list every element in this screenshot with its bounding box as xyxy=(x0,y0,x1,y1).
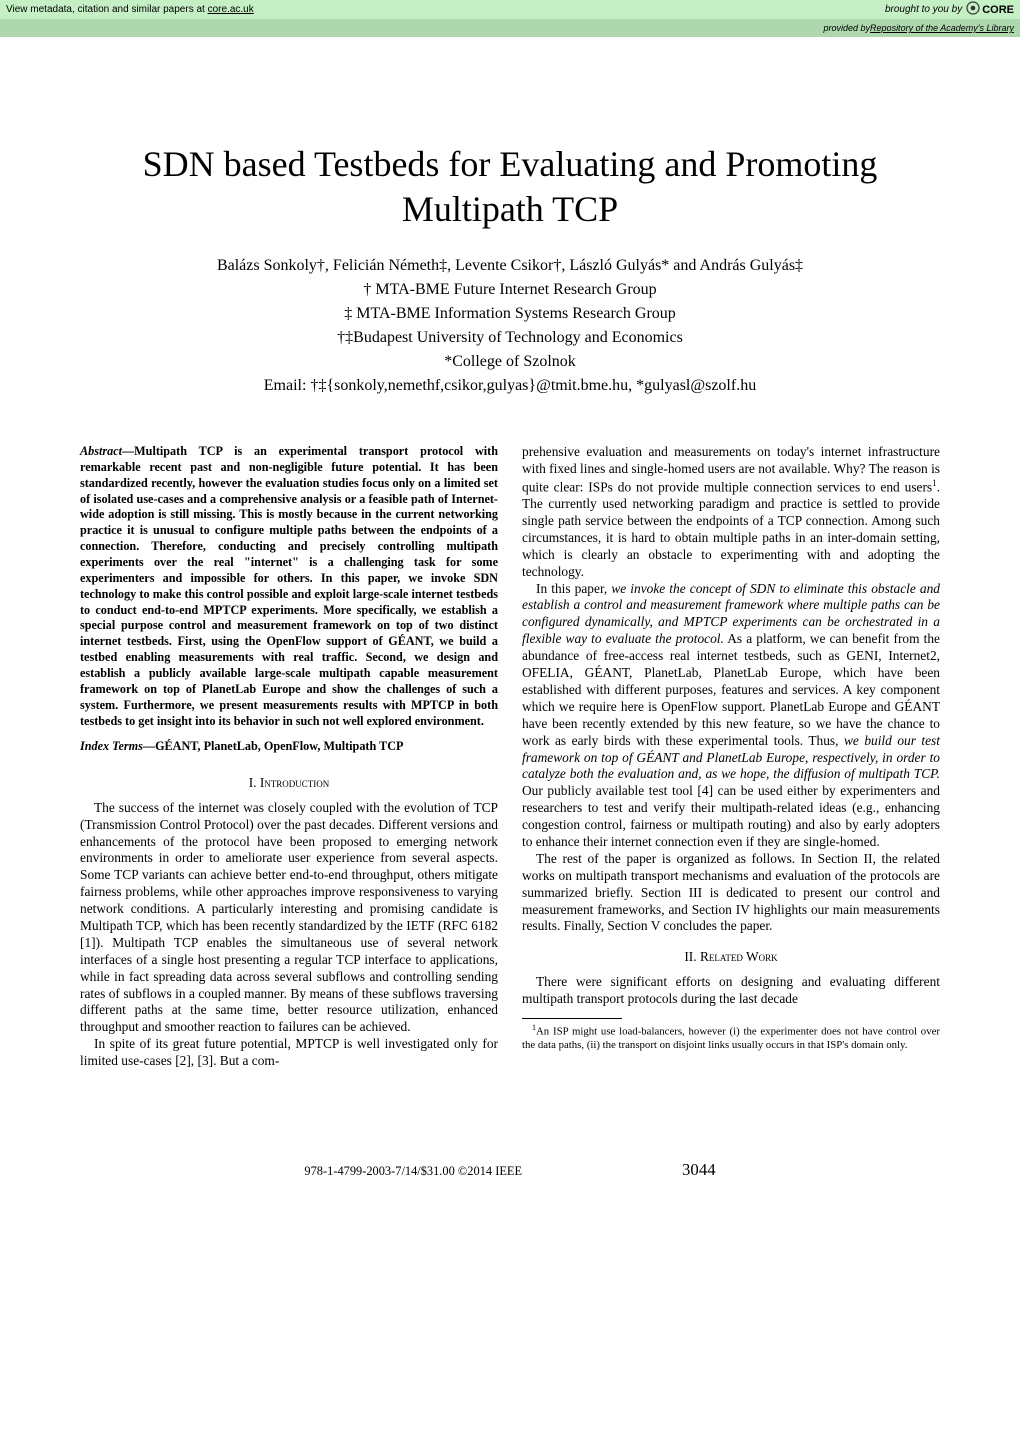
two-column-body: Abstract—Multipath TCP is an experimenta… xyxy=(80,444,940,1070)
provided-bar: provided by Repository of the Academy's … xyxy=(0,19,1020,37)
core-link[interactable]: core.ac.uk xyxy=(208,4,254,15)
page-content: SDN based Testbeds for Evaluating and Pr… xyxy=(0,37,1020,1220)
intro-paragraph-1: The success of the internet was closely … xyxy=(80,800,498,1036)
affiliation-3: †‡Budapest University of Technology and … xyxy=(80,326,940,350)
core-logo-icon xyxy=(966,1,980,18)
provided-prefix: provided by xyxy=(824,23,871,33)
footnote-text: An ISP might use load-balancers, however… xyxy=(522,1026,940,1051)
section-1-heading: I. Introduction xyxy=(80,775,498,792)
core-logo-text: CORE xyxy=(982,4,1014,16)
col2-paragraph-3: The rest of the paper is organized as fo… xyxy=(522,851,940,935)
title-line-2: Multipath TCP xyxy=(402,189,618,229)
author-email: Email: †‡{sonkoly,nemethf,csikor,gulyas}… xyxy=(80,374,940,398)
section-2-heading: II. Related Work xyxy=(522,949,940,966)
core-logo[interactable]: CORE xyxy=(966,1,1014,18)
brought-to-you: brought to you by xyxy=(885,4,962,15)
page-number: 3044 xyxy=(682,1160,716,1180)
abstract: Abstract—Multipath TCP is an experimenta… xyxy=(80,444,498,729)
provided-repo-link[interactable]: Repository of the Academy's Library xyxy=(870,23,1014,33)
affiliation-2: ‡ MTA-BME Information Systems Research G… xyxy=(80,302,940,326)
core-banner-right: brought to you by CORE xyxy=(885,1,1014,18)
related-work-paragraph-1: There were significant efforts on design… xyxy=(522,974,940,1008)
author-names: Balázs Sonkoly†, Felicián Németh‡, Leven… xyxy=(80,254,940,278)
copyright-text: 978-1-4799-2003-7/14/$31.00 ©2014 IEEE xyxy=(304,1164,522,1179)
core-banner: View metadata, citation and similar pape… xyxy=(0,0,1020,19)
col2-paragraph-1: prehensive evaluation and measurements o… xyxy=(522,444,940,581)
intro-paragraph-2: In spite of its great future potential, … xyxy=(80,1036,498,1070)
page-footer: 978-1-4799-2003-7/14/$31.00 ©2014 IEEE 3… xyxy=(80,1160,940,1180)
col2-p2-b: As a platform, we can benefit from the a… xyxy=(522,631,940,747)
abstract-label: Abstract xyxy=(80,444,122,458)
author-block: Balázs Sonkoly†, Felicián Németh‡, Leven… xyxy=(80,254,940,398)
footnote-1: 1An ISP might use load-balancers, howeve… xyxy=(522,1023,940,1053)
affiliation-4: *College of Szolnok xyxy=(80,350,940,374)
col2-paragraph-2: In this paper, we invoke the concept of … xyxy=(522,581,940,851)
col2-p1-a: prehensive evaluation and measurements o… xyxy=(522,444,940,494)
index-terms-label: Index Terms xyxy=(80,739,143,753)
abstract-text: —Multipath TCP is an experimental transp… xyxy=(80,444,498,728)
footnote-rule xyxy=(522,1018,622,1019)
core-banner-prefix: View metadata, citation and similar pape… xyxy=(6,4,208,15)
left-column: Abstract—Multipath TCP is an experimenta… xyxy=(80,444,498,1070)
affiliation-1: † MTA-BME Future Internet Research Group xyxy=(80,278,940,302)
right-column: prehensive evaluation and measurements o… xyxy=(522,444,940,1070)
col2-p2-c: Our publicly available test tool [4] can… xyxy=(522,783,940,849)
title-line-1: SDN based Testbeds for Evaluating and Pr… xyxy=(143,144,878,184)
col2-p2-a: In this paper, xyxy=(536,581,611,596)
paper-title: SDN based Testbeds for Evaluating and Pr… xyxy=(80,142,940,232)
core-banner-left: View metadata, citation and similar pape… xyxy=(6,4,254,15)
index-terms: Index Terms—GÉANT, PlanetLab, OpenFlow, … xyxy=(80,739,498,754)
index-terms-text: —GÉANT, PlanetLab, OpenFlow, Multipath T… xyxy=(143,739,404,753)
